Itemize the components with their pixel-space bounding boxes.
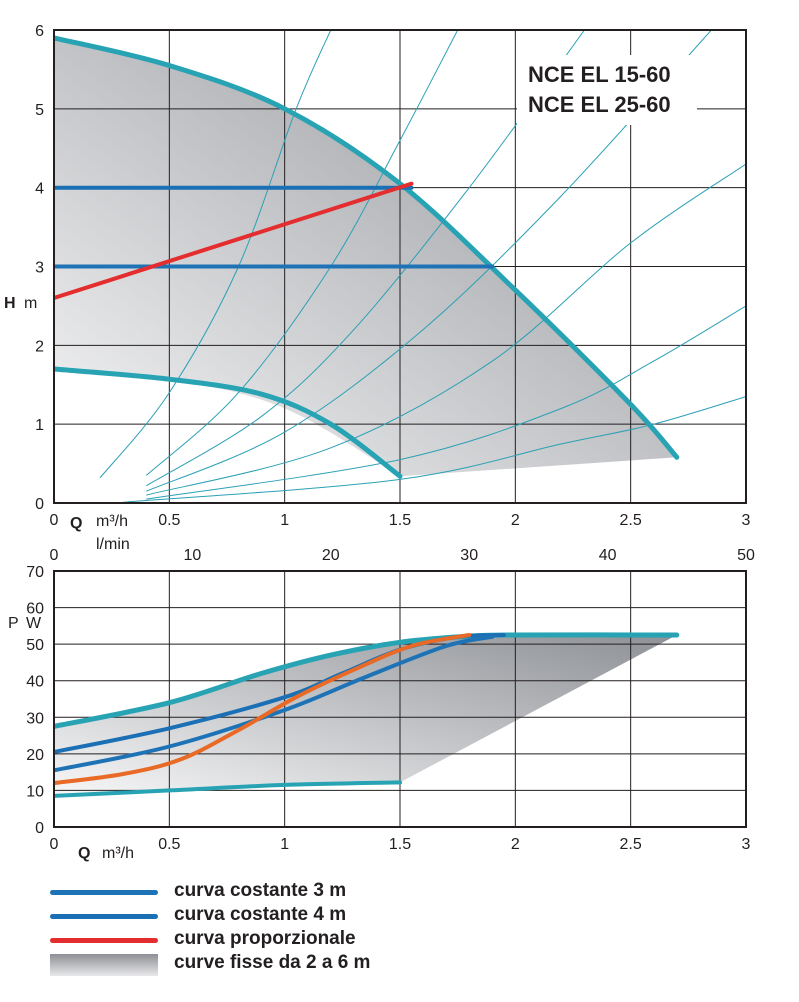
legend-swatch-proportional <box>50 938 158 943</box>
legend-label-constant-3m: curva costante 3 m <box>174 880 347 901</box>
power-y-tick-label: 20 <box>26 747 44 764</box>
power-x-tick-label: 3 <box>742 836 751 853</box>
power-series-max <box>54 632 680 729</box>
power-x-tick-label: 1.5 <box>389 836 411 853</box>
head-x-tick-label: 2 <box>511 512 520 529</box>
system-curve-3 <box>146 30 585 487</box>
power-y-axis-symbol: P <box>8 615 19 632</box>
legend-swatch-constant-4m <box>50 914 158 919</box>
head-series-max <box>54 35 680 460</box>
power-x-tick-label: 1 <box>280 836 289 853</box>
power-x-tick-label: 0.5 <box>158 836 180 853</box>
head-x-axis-symbol: Q <box>70 515 82 532</box>
head-y-tick-label: 6 <box>35 23 44 40</box>
head-y-tick-label: 3 <box>35 260 44 277</box>
power-plot-frame <box>53 570 747 828</box>
power-x-axis-unit: m³/h <box>102 845 134 862</box>
secondary-x-tick-label: 40 <box>599 547 617 564</box>
power-x-tick-label: 2 <box>511 836 520 853</box>
power-series-proportional <box>54 633 472 786</box>
system-curve-4 <box>146 30 712 492</box>
head-x-tick-label: 0.5 <box>158 512 180 529</box>
secondary-x-tick-label: 20 <box>322 547 340 564</box>
power-x-tick-label: 0 <box>50 836 59 853</box>
power-frame <box>53 570 747 828</box>
head-y-tick-label: 5 <box>35 102 44 119</box>
head-fixed-curves-area <box>54 37 677 477</box>
legend-swatch-constant-3m <box>50 890 158 895</box>
head-y-tick-label: 0 <box>35 496 44 513</box>
head-area-fill <box>54 37 677 477</box>
head-series-min <box>54 366 403 479</box>
head-x-axis-unit: m³/h <box>96 513 128 530</box>
legend-label-fixed-area: curve fisse da 2 a 6 m <box>174 952 371 973</box>
power-y-tick-label: 50 <box>26 637 44 654</box>
power-series <box>54 632 680 798</box>
power-series-min <box>54 780 402 798</box>
system-curve-5 <box>146 163 746 496</box>
power-y-tick-label: 60 <box>26 601 44 618</box>
power-series-constant_3m <box>54 634 495 773</box>
head-x-tick-label: 1 <box>280 512 289 529</box>
legend-label-proportional: curva proporzionale <box>174 928 356 949</box>
model-label-1: NCE EL 15-60 <box>528 62 671 87</box>
legend-swatch-fixed-area <box>50 954 158 976</box>
model-label-box <box>517 55 697 125</box>
head-y-tick-label: 2 <box>35 338 44 355</box>
head-x2-axis-unit: l/min <box>96 536 130 553</box>
system-curve-7 <box>123 396 746 503</box>
power-y-axis-unit: W <box>26 615 42 632</box>
power-y-tick-label: 30 <box>26 710 44 727</box>
power-y-tick-label: 10 <box>26 783 44 800</box>
head-x-tick-label: 1.5 <box>389 512 411 529</box>
power-x-axis-symbol: Q <box>78 845 90 862</box>
head-y-axis-symbol: H <box>4 295 16 312</box>
power-area-fill <box>54 634 677 796</box>
power-y-tick-label: 70 <box>26 564 44 581</box>
head-series-proportional <box>54 181 414 300</box>
secondary-x-tick-label: 10 <box>184 547 202 564</box>
head-frame <box>53 29 747 504</box>
secondary-x-tick-label: 50 <box>737 547 755 564</box>
power-fixed-curves-area <box>54 634 677 796</box>
head-y-tick-label: 1 <box>35 417 44 434</box>
legend-label-constant-4m: curva costante 4 m <box>174 904 347 925</box>
model-label-2: NCE EL 25-60 <box>528 92 671 117</box>
head-y-tick-label: 4 <box>35 181 44 198</box>
head-x-tick-label: 0 <box>50 512 59 529</box>
secondary-x-tick-label: 0 <box>50 547 59 564</box>
head-x-tick-label: 3 <box>742 512 751 529</box>
head-plot-frame <box>53 29 747 504</box>
system-curve-6 <box>146 305 746 500</box>
power-y-tick-label: 40 <box>26 674 44 691</box>
head-x-tick-label: 2.5 <box>620 512 642 529</box>
secondary-x-tick-label: 30 <box>460 547 478 564</box>
power-y-tick-label: 0 <box>35 820 44 837</box>
power-x-tick-label: 2.5 <box>620 836 642 853</box>
head-y-axis-unit: m <box>24 295 37 312</box>
head-series <box>54 35 680 479</box>
